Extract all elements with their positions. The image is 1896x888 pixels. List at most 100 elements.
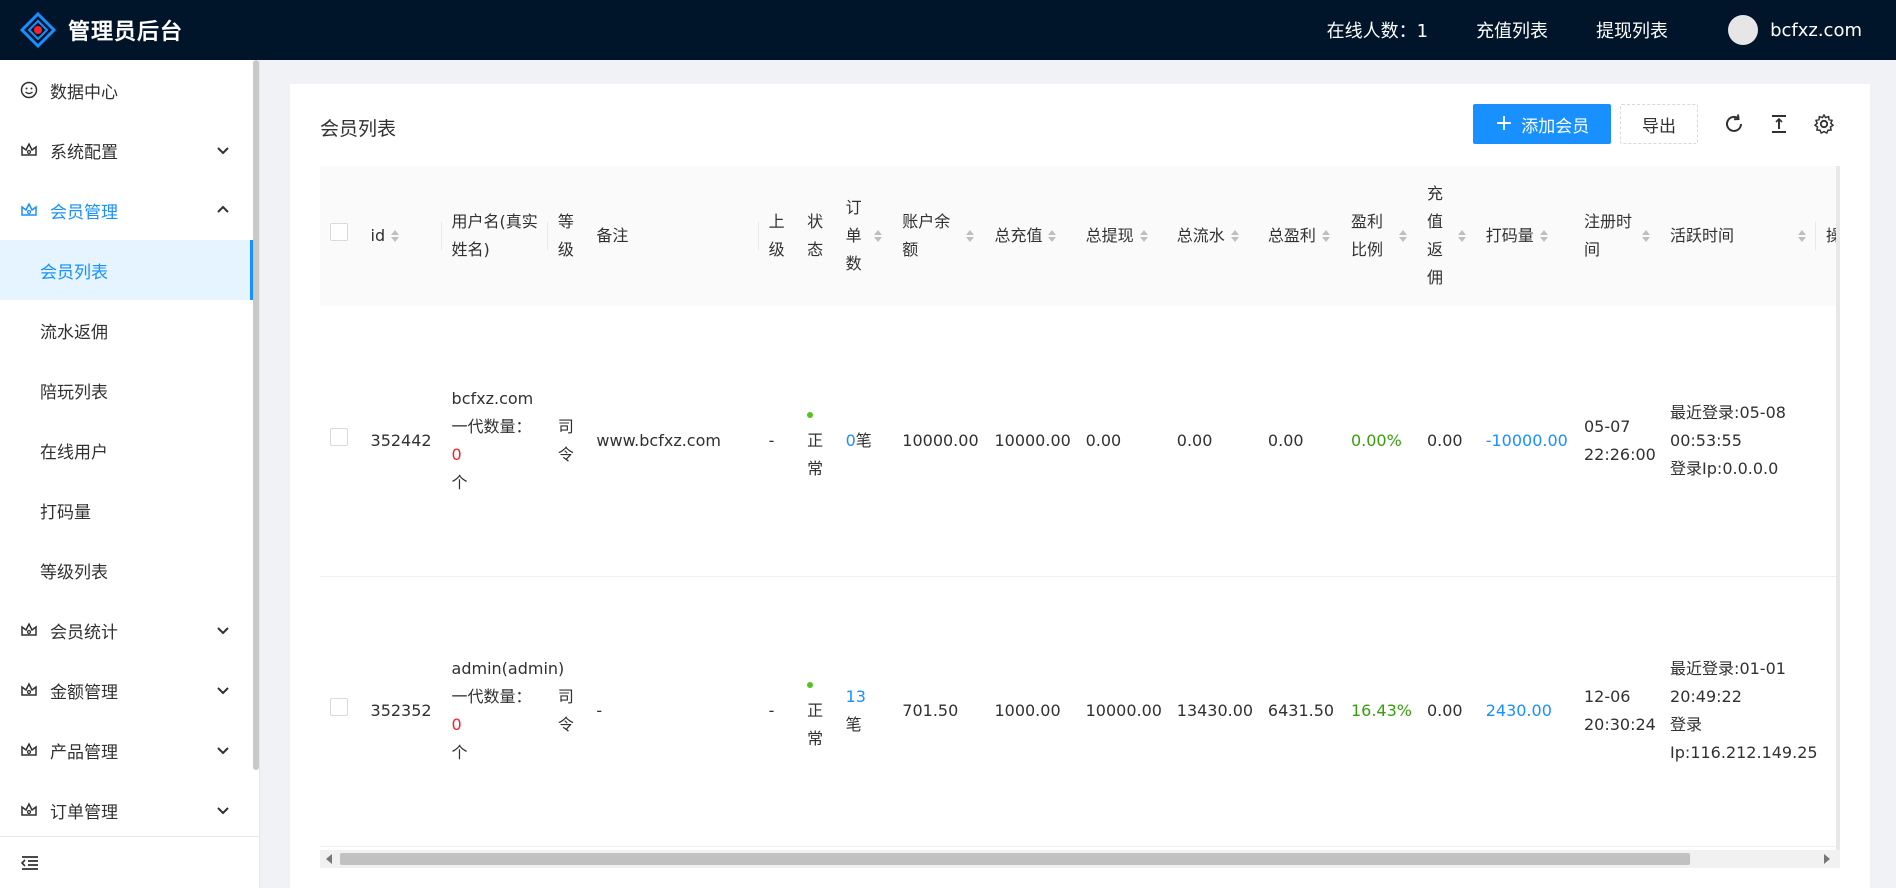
sidebar-subitem-level-list[interactable]: 等级列表: [40, 562, 108, 583]
cell-status: 正常: [797, 306, 836, 577]
sidebar-subitem-online-users[interactable]: 在线用户: [40, 442, 108, 463]
row-checkbox[interactable]: [330, 427, 348, 446]
withdraw-list-link[interactable]: 提现列表: [1596, 21, 1669, 42]
scroll-left-icon[interactable]: [326, 854, 332, 864]
table-row: 352352 admin(admin) 一代数量：0 个 司令 - - 正常 13 笔…: [320, 576, 1836, 847]
cell-id: 352352: [360, 576, 442, 847]
chevron-down-icon: [217, 807, 229, 815]
sidebar-item-system-config[interactable]: 系统配置: [0, 120, 259, 180]
th-recharge-rebate[interactable]: 充值返佣: [1417, 166, 1476, 306]
th-balance[interactable]: 账户余额: [892, 166, 984, 306]
cell-register-time: 12-06 20:30:24: [1573, 576, 1661, 847]
avatar: [1728, 15, 1759, 45]
cell-bet-amount[interactable]: 2430.00: [1475, 576, 1574, 847]
sort-icon[interactable]: [1321, 230, 1330, 242]
cell-remark: -: [586, 576, 759, 847]
online-count: 在线人数：1: [1326, 21, 1429, 42]
cell-recharge-rebate: 0.00: [1416, 306, 1476, 577]
sidebar-item-member-management[interactable]: 会员管理: [0, 180, 259, 240]
app-title: 管理员后台: [68, 20, 184, 45]
th-bet-amount[interactable]: 打码量: [1476, 166, 1574, 306]
sort-icon[interactable]: [874, 230, 883, 242]
cell-parent: -: [758, 576, 798, 847]
sort-icon[interactable]: [391, 230, 400, 242]
crown-icon: [20, 681, 38, 699]
cell-actions: [1816, 306, 1836, 577]
gen-count-link[interactable]: 0: [451, 444, 462, 464]
th-id[interactable]: id: [361, 166, 442, 306]
sort-icon[interactable]: [1642, 230, 1651, 242]
sort-icon[interactable]: [1539, 230, 1548, 242]
orders-link[interactable]: 13: [845, 687, 866, 706]
cell-register-time: 05-07 22:26:00: [1573, 306, 1661, 577]
sidebar-item-label: 数据中心: [50, 82, 118, 103]
gear-icon[interactable]: [1812, 112, 1836, 136]
sidebar-item-label: 会员统计: [50, 622, 118, 643]
status-text: 正常: [807, 430, 824, 478]
sidebar-scrollbar[interactable]: [253, 60, 259, 770]
smile-icon: [20, 81, 38, 99]
sidebar-item-member-stats[interactable]: 会员统计: [0, 600, 259, 660]
sidebar-subitem-bet-amount[interactable]: 打码量: [40, 502, 91, 523]
crown-icon: [20, 201, 38, 219]
reload-icon[interactable]: [1722, 112, 1746, 136]
sidebar-subitem-companion-list[interactable]: 陪玩列表: [40, 382, 108, 403]
cell-bet-amount[interactable]: -10000.00: [1475, 306, 1574, 577]
th-active-time[interactable]: 活跃时间: [1660, 166, 1817, 306]
cell-total-profit: 6431.50: [1257, 576, 1341, 847]
sort-icon[interactable]: [1139, 230, 1148, 242]
sidebar-item-label: 会员管理: [50, 202, 118, 223]
recharge-list-link[interactable]: 充值列表: [1476, 21, 1549, 42]
cell-id: 352442: [360, 306, 442, 577]
scrollbar-thumb[interactable]: [340, 853, 1690, 865]
cell-parent: -: [758, 306, 798, 577]
th-total-flow[interactable]: 总流水: [1167, 166, 1258, 306]
sidebar-subitem-member-list[interactable]: 会员列表: [0, 240, 259, 300]
th-register-time[interactable]: 注册时间: [1574, 166, 1660, 306]
sidebar-item-product-management[interactable]: 产品管理: [0, 720, 259, 780]
th-total-profit[interactable]: 总盈利: [1258, 166, 1341, 306]
chevron-down-icon: [217, 687, 229, 695]
sort-icon[interactable]: [1398, 230, 1407, 242]
th-orders[interactable]: 订单数: [836, 166, 893, 306]
chevron-up-icon: [217, 205, 229, 213]
cell-active-time: 最近登录:01-01 20:49:22 登录 Ip:116.212.149.25: [1660, 576, 1818, 847]
sort-icon[interactable]: [1457, 230, 1466, 242]
orders-link[interactable]: 0: [845, 430, 856, 450]
add-member-button[interactable]: + 添加会员: [1473, 104, 1611, 144]
th-total-recharge[interactable]: 总充值: [984, 166, 1075, 306]
sidebar-subitem-flow-rebate[interactable]: 流水返佣: [40, 322, 108, 343]
crown-icon: [20, 741, 38, 759]
sidebar-item-amount-management[interactable]: 金额管理: [0, 660, 259, 720]
cell-balance: 701.50: [892, 576, 985, 847]
scroll-right-icon[interactable]: [1824, 854, 1830, 864]
sidebar: 数据中心 系统配置 会员管理 会员列表 流水返佣 陪玩列表 在线用户 打码量 等…: [0, 60, 260, 888]
gen-count-link[interactable]: 0: [451, 715, 462, 734]
cell-active-time: 最近登录:05-08 00:53:55 登录Ip:0.0.0.0: [1660, 306, 1817, 577]
sidebar-collapse-button[interactable]: [0, 836, 260, 888]
main-card: 会员列表 + 添加会员 导出 id 用户名(真实姓名): [290, 84, 1870, 888]
user-menu[interactable]: bcfxz.com: [1728, 15, 1862, 45]
th-profit-ratio[interactable]: 盈利比例: [1341, 166, 1417, 306]
cell-orders: 0笔: [835, 306, 893, 577]
export-button[interactable]: 导出: [1620, 104, 1698, 144]
cell-total-withdraw: 10000.00: [1075, 576, 1167, 847]
table-horizontal-scrollbar[interactable]: [320, 850, 1840, 868]
column-height-icon[interactable]: [1767, 112, 1791, 136]
brand[interactable]: 管理员后台: [0, 12, 300, 48]
sidebar-item-data-center[interactable]: 数据中心: [0, 60, 259, 120]
top-header: 管理员后台 在线人数：1 充值列表 提现列表 bcfxz.com: [0, 0, 1896, 60]
sidebar-item-order-management[interactable]: 订单管理: [0, 780, 259, 836]
cell-recharge-rebate: 0.00: [1416, 576, 1476, 847]
sort-icon[interactable]: [1798, 230, 1807, 242]
cell-level: 司令: [547, 576, 587, 847]
row-checkbox[interactable]: [330, 698, 348, 716]
chevron-down-icon: [217, 147, 229, 155]
sort-icon[interactable]: [1048, 230, 1057, 242]
status-dot: [807, 682, 814, 688]
th-total-withdraw[interactable]: 总提现: [1076, 166, 1167, 306]
sort-icon[interactable]: [1230, 230, 1239, 242]
sort-icon[interactable]: [966, 230, 975, 242]
chevron-down-icon: [217, 627, 229, 635]
select-all-checkbox[interactable]: [330, 223, 348, 241]
